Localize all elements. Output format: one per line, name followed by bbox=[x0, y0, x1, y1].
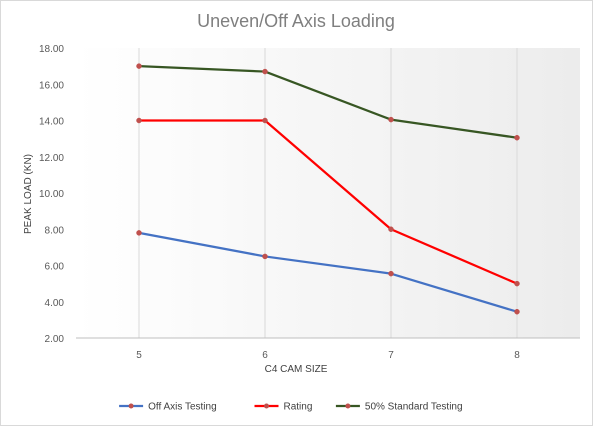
data-point bbox=[388, 270, 394, 277]
data-point bbox=[388, 226, 394, 232]
series-line bbox=[137, 65, 519, 139]
data-point bbox=[514, 280, 520, 287]
data-point bbox=[262, 68, 268, 75]
x-axis-tick-labels: 5 6 7 8 bbox=[136, 350, 520, 361]
series-line bbox=[137, 119, 519, 285]
y-tick-label: 4.00 bbox=[45, 298, 65, 309]
data-point bbox=[262, 253, 268, 260]
y-tick-label: 18.00 bbox=[39, 44, 64, 55]
legend-item-3: 50% Standard Testing bbox=[335, 402, 463, 413]
x-tick-label: 5 bbox=[136, 350, 142, 361]
legend-label: Off Axis Testing bbox=[148, 402, 217, 413]
series-lines bbox=[136, 63, 520, 315]
data-point bbox=[136, 117, 142, 124]
y-tick-label: 10.00 bbox=[39, 189, 64, 200]
y-axis-tick-labels: 2.00 4.00 6.00 8.00 10.00 12.00 14.00 16.00 18.0… bbox=[39, 44, 64, 345]
legend-marker bbox=[345, 403, 351, 409]
legend-item-1: Off Axis Testing bbox=[119, 402, 217, 413]
data-point bbox=[514, 134, 520, 141]
data-point bbox=[388, 116, 394, 123]
y-tick-label: 2.00 bbox=[45, 334, 65, 345]
data-point bbox=[262, 117, 268, 124]
x-tick-label: 6 bbox=[262, 350, 268, 361]
y-tick-label: 12.00 bbox=[39, 153, 64, 164]
plot-area bbox=[76, 48, 580, 338]
y-axis-title: PEAK LOAD (KN) bbox=[23, 154, 34, 234]
x-tick-label: 8 bbox=[514, 350, 520, 361]
data-point bbox=[514, 308, 520, 315]
legend-marker bbox=[264, 403, 269, 409]
x-axis-title: C4 CAM SIZE bbox=[265, 364, 328, 375]
legend-marker bbox=[128, 403, 134, 409]
grid-lines bbox=[76, 48, 580, 339]
chart-title: Uneven/Off Axis Loading bbox=[197, 11, 395, 31]
series-line bbox=[137, 231, 519, 313]
data-point bbox=[136, 63, 142, 69]
legend-item-2: Rating bbox=[254, 402, 313, 413]
legend: Off Axis Testing Rating 50% Standard Testi… bbox=[119, 402, 463, 413]
series-1 bbox=[136, 230, 520, 315]
y-tick-label: 8.00 bbox=[45, 225, 65, 236]
series-2 bbox=[136, 117, 520, 287]
data-point bbox=[136, 230, 142, 236]
legend-label: 50% Standard Testing bbox=[365, 402, 463, 413]
legend-label: Rating bbox=[284, 402, 313, 413]
y-tick-label: 16.00 bbox=[39, 80, 64, 91]
y-tick-label: 6.00 bbox=[45, 262, 65, 273]
y-tick-label: 14.00 bbox=[39, 117, 64, 128]
x-tick-label: 7 bbox=[388, 350, 394, 361]
series-3 bbox=[136, 63, 520, 141]
